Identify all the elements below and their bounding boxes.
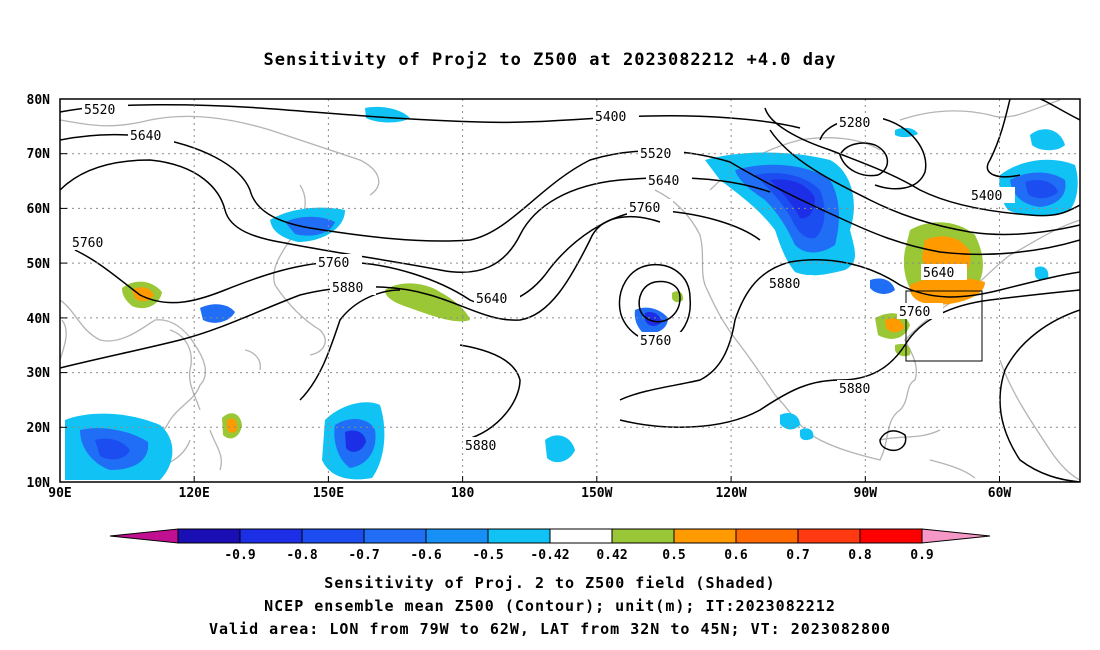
contour-label: 5760 <box>638 332 684 349</box>
colorbar-segment <box>549 528 613 544</box>
colorbar-tick-label: 0.8 <box>848 548 872 563</box>
colorbar-tick-label: -0.9 <box>224 548 255 563</box>
svg-text:5760: 5760 <box>899 305 930 320</box>
svg-text:5880: 5880 <box>839 382 870 397</box>
contour-label: 5640 <box>474 290 520 307</box>
lat-label: 20N <box>27 421 51 436</box>
sensitivity-shading <box>65 106 1078 480</box>
svg-text:5760: 5760 <box>640 334 671 349</box>
lon-label: 120E <box>179 486 210 501</box>
svg-text:5520: 5520 <box>84 103 115 118</box>
contour-label: 5760 <box>627 199 673 216</box>
lon-label: 60W <box>988 486 1012 501</box>
colorbar: -0.9 -0.8 -0.7 -0.6 -0.5 -0.42 0.42 0.5 0.6 0.7 0.… <box>109 528 991 563</box>
contour-label: 5760 <box>316 254 362 271</box>
svg-text:5760: 5760 <box>629 201 660 216</box>
svg-text:5640: 5640 <box>648 174 679 189</box>
lat-label: 10N <box>27 476 51 491</box>
caption-valid-area: Valid area: LON from 79W to 62W, LAT fro… <box>208 620 892 638</box>
svg-text:5400: 5400 <box>595 110 626 125</box>
lat-label: 60N <box>27 202 51 217</box>
colorbar-segment <box>859 528 923 544</box>
colorbar-segment <box>487 528 551 544</box>
svg-text:5400: 5400 <box>971 189 1002 204</box>
plot-title: Sensitivity of Proj2 to Z500 at 20230822… <box>263 50 837 70</box>
contour-label: 5400 <box>593 108 639 125</box>
contour-label: 5880 <box>837 380 883 397</box>
colorbar-segment <box>797 528 861 544</box>
colorbar-segment <box>177 528 241 544</box>
caption-contour: NCEP ensemble mean Z500 (Contour); unit(… <box>264 597 836 615</box>
svg-text:5640: 5640 <box>923 266 954 281</box>
contour-label: 5640 <box>921 264 967 281</box>
lon-label: 90W <box>854 486 878 501</box>
contour-label: 5640 <box>128 127 174 144</box>
svg-text:5760: 5760 <box>318 256 349 271</box>
lon-label: 180 <box>451 486 475 501</box>
lat-tick-labels: 80N 70N 60N 50N 40N 30N 20N 10N <box>27 93 51 491</box>
valid-area-box <box>905 290 983 362</box>
contour-labels: 5520 5640 5760 5880 5400 5520 5640 5760 … <box>70 101 1015 454</box>
svg-text:5880: 5880 <box>332 281 363 296</box>
lon-label: 150W <box>581 486 612 501</box>
contour-label: 5880 <box>767 275 813 292</box>
svg-text:5880: 5880 <box>465 439 496 454</box>
colorbar-segment <box>611 528 675 544</box>
colorbar-tick-label: 0.7 <box>786 548 809 563</box>
colorbar-tick-label: -0.5 <box>472 548 503 563</box>
colorbar-segment <box>673 528 737 544</box>
colorbar-segment <box>301 528 365 544</box>
lat-label: 70N <box>27 147 51 162</box>
colorbar-segment <box>735 528 799 544</box>
lat-label: 40N <box>27 312 51 327</box>
colorbar-segment <box>425 528 489 544</box>
colorbar-tick-label: -0.8 <box>286 548 317 563</box>
colorbar-segment <box>363 528 427 544</box>
colorbar-tick-label: 0.6 <box>724 548 748 563</box>
svg-text:5280: 5280 <box>839 116 870 131</box>
colorbar-tick-label: -0.42 <box>530 548 569 563</box>
caption-shading: Sensitivity of Proj. 2 to Z500 field (Sh… <box>324 574 776 592</box>
colorbar-tick-label: 0.42 <box>596 548 627 563</box>
contour-label: 5520 <box>638 145 684 162</box>
svg-text:5520: 5520 <box>640 147 671 162</box>
colorbar-tick-label: -0.7 <box>348 548 379 563</box>
lat-label: 30N <box>27 366 51 381</box>
contour-label: 5760 <box>897 303 943 320</box>
svg-text:5880: 5880 <box>769 277 800 292</box>
colorbar-tick-label: -0.6 <box>410 548 441 563</box>
lon-tick-labels: 90E 120E 150E 180 150W 120W 90W 60W <box>48 486 1011 501</box>
contour-label: 5280 <box>837 114 883 131</box>
colorbar-segment <box>239 528 303 544</box>
svg-text:5640: 5640 <box>476 292 507 307</box>
contour-label: 5400 <box>969 187 1015 204</box>
contour-label: 5880 <box>330 279 376 296</box>
lon-label: 90E <box>48 486 71 501</box>
lat-label: 50N <box>27 257 51 272</box>
lat-label: 80N <box>27 93 51 108</box>
plot-frame <box>59 98 1081 483</box>
contour-label: 5520 <box>82 101 128 118</box>
colorbar-segment <box>921 528 991 544</box>
lon-label: 120W <box>715 486 746 501</box>
contour-label: 5640 <box>646 172 692 189</box>
contour-label: 5880 <box>463 437 509 454</box>
svg-text:5640: 5640 <box>130 129 161 144</box>
colorbar-tick-label: 0.5 <box>662 548 685 563</box>
grid-lines <box>60 99 1080 482</box>
contour-label: 5760 <box>70 234 116 251</box>
axis-ticks <box>60 98 1000 483</box>
z500-contours <box>60 99 1080 482</box>
colorbar-tick-label: 0.9 <box>910 548 933 563</box>
colorbar-segment <box>109 528 179 544</box>
svg-text:5760: 5760 <box>72 236 103 251</box>
lon-label: 150E <box>313 486 344 501</box>
